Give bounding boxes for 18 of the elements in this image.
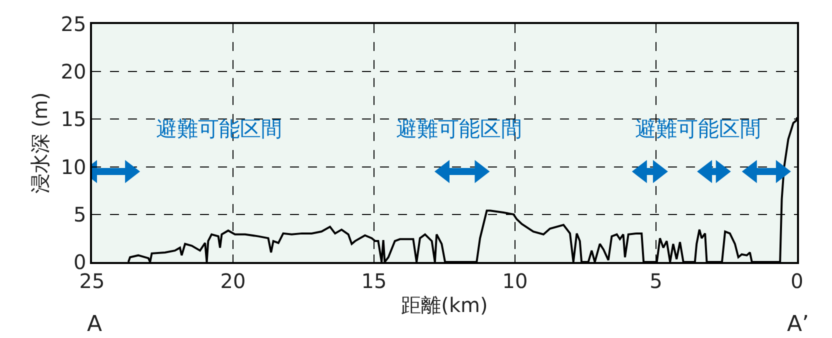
text: A <box>87 312 102 337</box>
text: A’ <box>787 312 810 337</box>
x-tick-label: 0 <box>790 268 804 293</box>
annotation: 避難可能区間 <box>635 117 761 141</box>
annotation: 避難可能区間 <box>156 117 282 141</box>
x-tick-label: 15 <box>361 268 387 293</box>
annotation: 避難可能区間 <box>396 117 522 141</box>
y-tick-label: 25 <box>60 12 86 36</box>
x-tick-label: 10 <box>502 268 528 293</box>
x-axis-title: 距離(km) <box>401 292 488 317</box>
y-axis-title: 浸水深 (m) <box>28 92 52 194</box>
y-tick-label: 10 <box>60 154 86 179</box>
x-tick-label: 5 <box>650 268 662 293</box>
y-tick-label: 0 <box>74 250 86 274</box>
y-tick-label: 15 <box>60 107 86 132</box>
y-tick-label: 20 <box>60 60 86 84</box>
x-tick-label: 20 <box>220 268 246 293</box>
y-tick-label: 5 <box>74 202 86 226</box>
